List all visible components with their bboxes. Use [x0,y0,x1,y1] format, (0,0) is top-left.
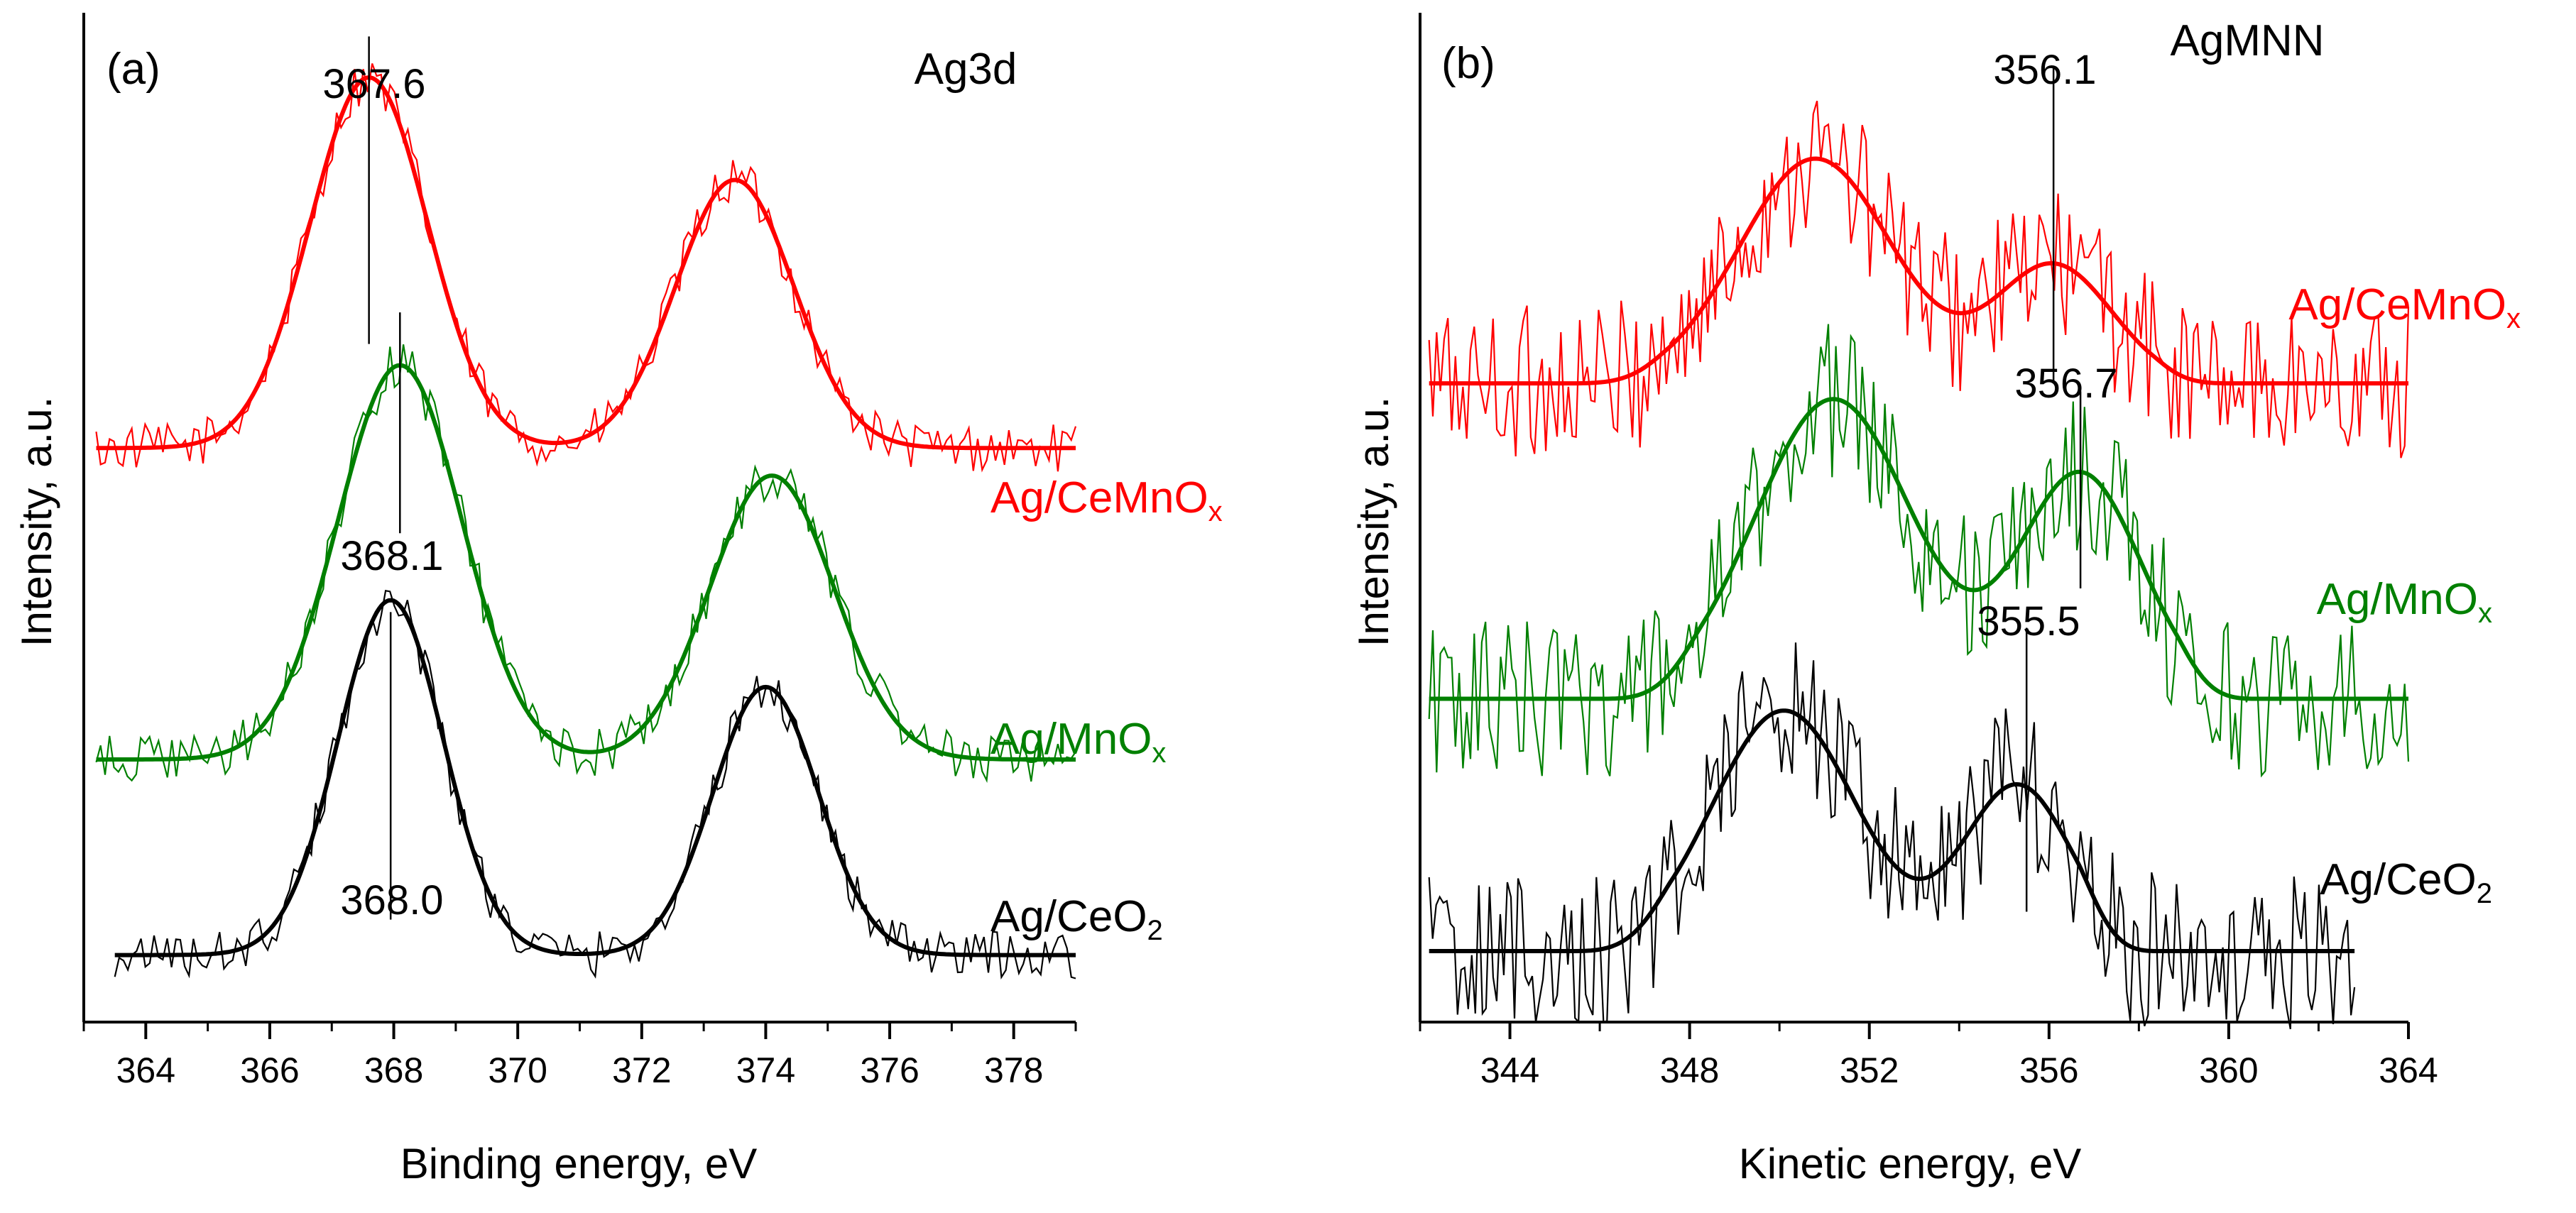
panel-title: Ag3d [915,45,1017,94]
series-ag-cemnox: Ag/CeMnOx [1428,100,2521,459]
y-axis-title: Intensity, a.u. [13,397,60,647]
fitted-curve [96,75,1076,451]
panel-label: (b) [1441,39,1495,88]
series-label: Ag/CeO2 [990,892,1163,946]
series-label-subscript: 2 [2477,878,2492,909]
series-label-main: Ag/CeO [990,892,1147,941]
x-tick-label: 344 [1480,1050,1539,1090]
y-axis-title: Intensity, a.u. [1350,397,1397,647]
x-tick-label: 352 [1840,1050,1899,1090]
x-tick-label: 370 [488,1050,547,1090]
series-label-subscript: x [2506,303,2521,334]
x-tick-label: 360 [2199,1050,2258,1090]
x-axis-title: Kinetic energy, eV [1739,1140,2082,1187]
raw-spectrum-trace [95,344,1076,784]
x-tick-label: 366 [240,1050,299,1090]
x-tick-label: 376 [860,1050,919,1090]
raw-spectrum-trace [1428,642,2356,1030]
peak-position-label: 356.1 [1993,47,2096,93]
peak-position-label: 368.0 [340,877,443,923]
fitted-curve [114,598,1076,957]
series-ag-mnox: Ag/MnOx [1428,324,2492,778]
x-tick-label: 364 [2379,1050,2438,1090]
x-tick-label: 348 [1660,1050,1719,1090]
fitted-curve [1429,156,2408,386]
series-label-subscript: x [1152,737,1166,769]
series-label-main: Ag/MnO [2317,575,2478,624]
fitted-curve [1429,397,2408,701]
x-tick-label: 364 [116,1050,175,1090]
series-label-main: Ag/MnO [990,715,1152,764]
panel-title: AgMNN [2170,16,2324,65]
series-label-main: Ag/CeMnO [2288,280,2506,329]
series-label-subscript: 2 [1147,915,1163,946]
series-label: Ag/CeMnOx [2288,280,2521,334]
series-label-main: Ag/CeMnO [990,473,1208,522]
peak-position-label: 356.7 [2014,361,2117,407]
x-tick-label: 372 [612,1050,671,1090]
x-tick-label: 368 [364,1050,423,1090]
raw-spectrum-trace [114,590,1076,980]
raw-spectrum-trace [1428,324,2410,778]
panel-b: 344 348 352 356 360 364 Kinetic energy, eV Inte… [1350,13,2521,1187]
x-tick-label: 378 [984,1050,1043,1090]
panel-label: (a) [107,45,160,94]
series-ag-cemnox: Ag/CeMnOx [95,63,1223,527]
x-tick-label: 374 [736,1050,795,1090]
peak-position-label: 355.5 [1977,598,2080,644]
raw-spectrum-trace [1428,100,2410,459]
series-label: Ag/CeMnOx [990,473,1223,527]
series-label: Ag/CeO2 [2320,855,2492,909]
series-ag-ceo2: Ag/CeO2 [1428,642,2492,1030]
fitted-curve [96,363,1076,762]
panel-a: 364 366 368 370 372 374 376 378 Binding energy, … [13,13,1223,1187]
series-ag-mnox: Ag/MnOx [95,344,1166,784]
fitted-curve [1429,708,2355,953]
series-label: Ag/MnOx [990,715,1166,769]
series-label-subscript: x [1208,496,1223,527]
x-axis-title: Binding energy, eV [400,1140,758,1187]
series-ag-ceo2: Ag/CeO2 [114,590,1163,980]
peak-position-label: 367.6 [322,61,425,107]
series-label: Ag/MnOx [2317,575,2492,629]
x-tick-label: 356 [2019,1050,2078,1090]
series-label-subscript: x [2478,598,2492,629]
series-label-main: Ag/CeO [2320,855,2477,904]
peak-position-label: 368.1 [340,533,443,579]
